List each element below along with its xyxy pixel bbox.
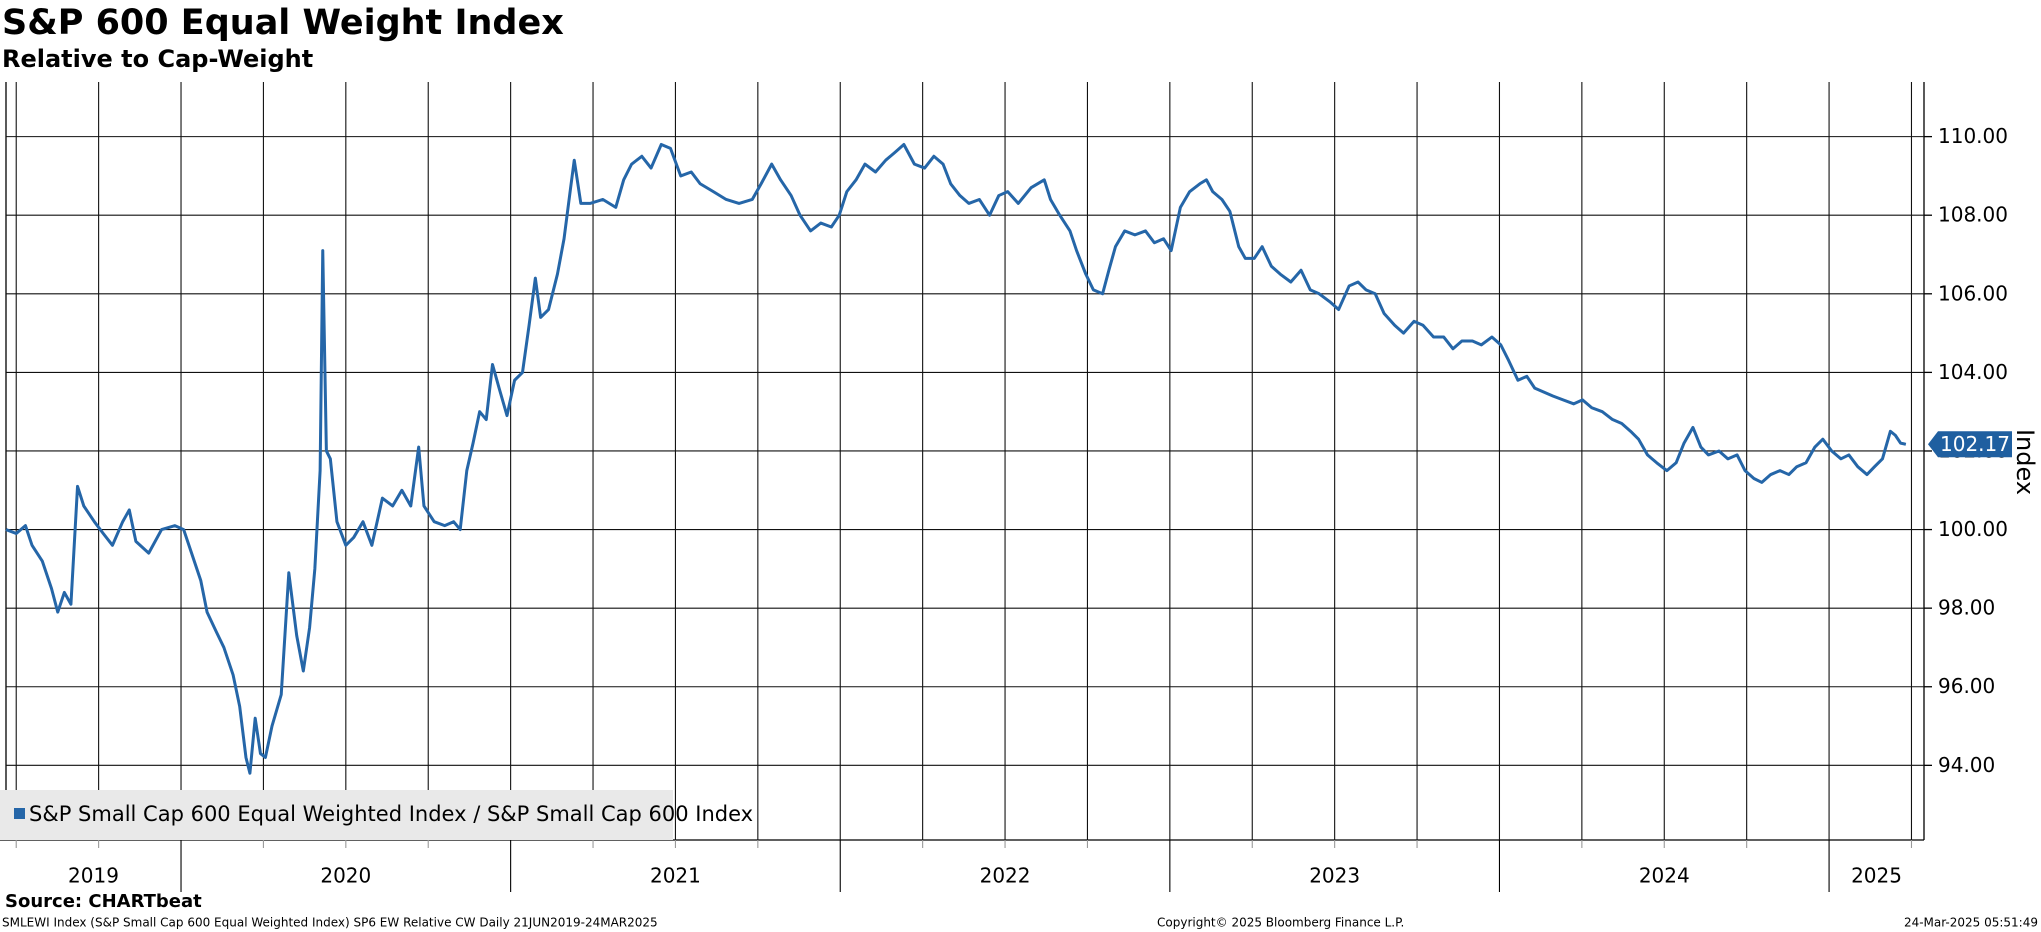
last-value-tag: 102.17 — [1928, 431, 2012, 458]
footer-right: 24-Mar-2025 05:51:49 — [1904, 916, 2038, 930]
last-value-label: 102.17 — [1940, 432, 2010, 456]
x-year-label: 2020 — [320, 864, 371, 888]
y-tick-label: 94.00 — [1938, 753, 1995, 777]
y-tick-label: 98.00 — [1938, 596, 1995, 620]
source: Source: CHARTbeat — [5, 891, 202, 912]
y-tick-label: 106.00 — [1938, 281, 2008, 305]
y-tick-label: 108.00 — [1938, 203, 2008, 227]
x-year-label: 2025 — [1851, 864, 1902, 888]
x-year-label: 2021 — [650, 864, 701, 888]
y-axis-label: Index — [2011, 429, 2039, 495]
y-tick-label: 96.00 — [1938, 674, 1995, 698]
legend-label: S&P Small Cap 600 Equal Weighted Index /… — [29, 802, 753, 826]
x-year-label: 2019 — [68, 864, 119, 888]
footer-left: SMLEWI Index (S&P Small Cap 600 Equal We… — [2, 916, 658, 930]
y-tick-label: 104.00 — [1938, 360, 2008, 384]
legend-swatch — [14, 808, 25, 819]
y-tick-label: 110.00 — [1938, 124, 2008, 148]
legend-box — [0, 790, 673, 840]
x-year-label: 2024 — [1639, 864, 1690, 888]
footer-center: Copyright© 2025 Bloomberg Finance L.P. — [1157, 916, 1404, 930]
y-tick-label: 100.00 — [1938, 517, 2008, 541]
legend: S&P Small Cap 600 Equal Weighted Index /… — [0, 790, 753, 840]
chart-subtitle: Relative to Cap-Weight — [2, 45, 313, 73]
data-line — [5, 142, 1907, 775]
last-value-box — [1928, 431, 2012, 458]
x-year-label: 2023 — [1309, 864, 1360, 888]
chart-title: S&P 600 Equal Weight Index — [2, 3, 564, 43]
x-year-label: 2022 — [980, 864, 1031, 888]
